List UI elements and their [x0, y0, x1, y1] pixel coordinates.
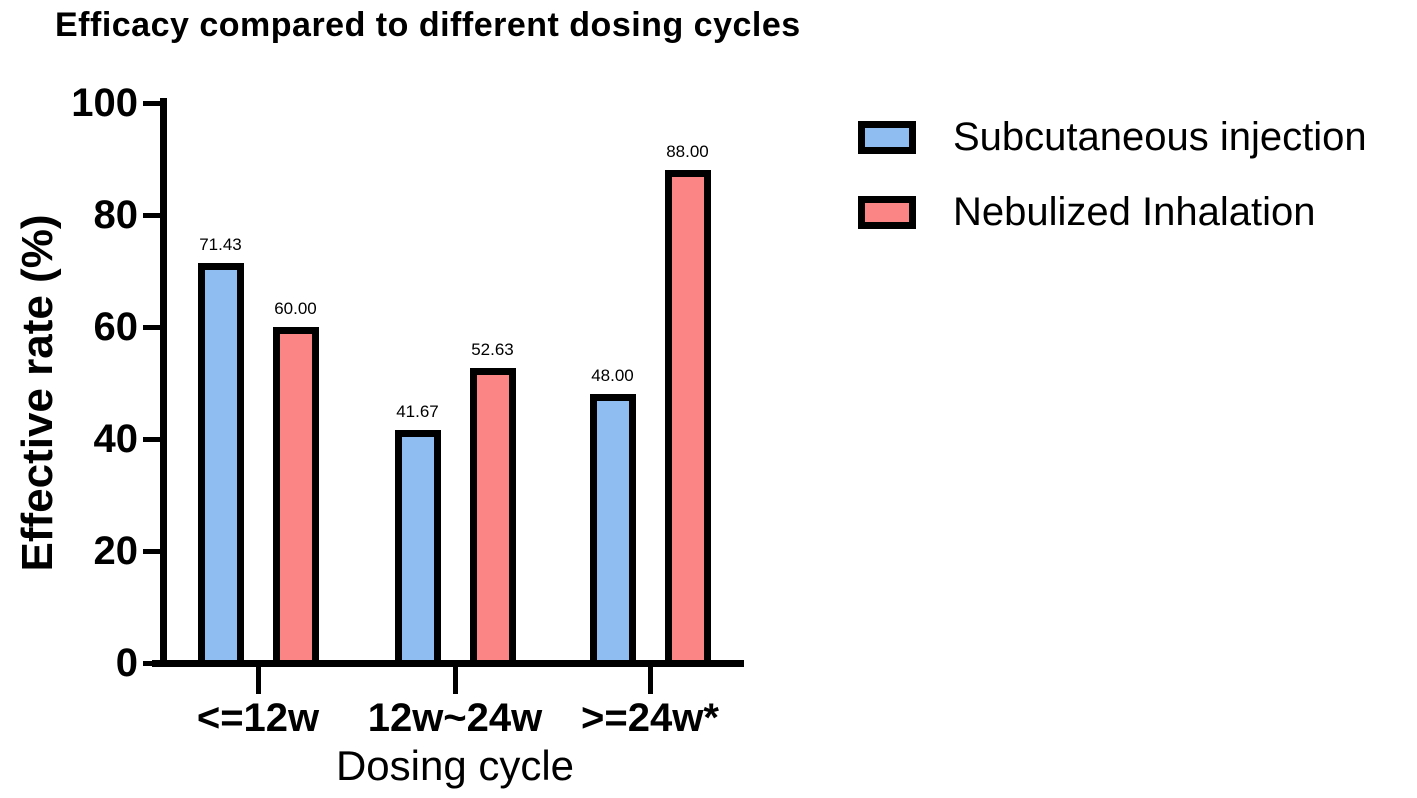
- legend-entry-subcutaneous: Subcutaneous injection: [858, 115, 1367, 159]
- y-tick-mark: [143, 212, 160, 218]
- bar-value-label: 71.43: [199, 234, 242, 254]
- y-tick-mark: [143, 436, 160, 442]
- bar-nebulized-2: [664, 170, 711, 667]
- legend: Subcutaneous injection Nebulized Inhalat…: [858, 115, 1367, 268]
- y-axis-label: Effective rate (%): [13, 214, 62, 572]
- y-axis-spine: [160, 98, 167, 667]
- x-axis-label: Dosing cycle: [335, 742, 575, 789]
- y-tick-mark: [143, 100, 160, 106]
- y-tick-label: 100: [71, 81, 138, 125]
- x-tick-label-1: 12w~24w: [367, 696, 543, 740]
- legend-swatch-red: [858, 195, 916, 229]
- legend-label-subcutaneous: Subcutaneous injection: [953, 114, 1367, 159]
- y-tick-label: 60: [93, 305, 139, 349]
- x-tick-label-2: >=24w*: [581, 696, 719, 740]
- bar-value-label: 60.00: [274, 299, 317, 318]
- y-tick-mark: [143, 548, 160, 554]
- bar-value-label: 88.00: [666, 142, 709, 162]
- y-tick-label: 20: [93, 529, 139, 573]
- bar-nebulized-1: [469, 368, 516, 667]
- y-tick-label: 80: [93, 193, 139, 237]
- x-axis-spine: [152, 660, 744, 667]
- y-tick-label: 0: [115, 641, 138, 685]
- x-tick-mark: [452, 667, 458, 694]
- bar-nebulized-0: [272, 327, 319, 667]
- x-tick-mark: [647, 667, 653, 694]
- x-tick-label-0: <=12w: [196, 696, 320, 740]
- bar-value-label: 52.63: [471, 340, 514, 360]
- y-tick-label: 40: [93, 417, 139, 461]
- y-tick-mark: [143, 660, 160, 666]
- x-tick-mark: [255, 667, 261, 694]
- legend-entry-nebulized: Nebulized Inhalation: [858, 190, 1367, 234]
- bar-value-label: 48.00: [591, 366, 634, 386]
- y-tick-mark: [143, 324, 160, 330]
- legend-label-nebulized: Nebulized Inhalation: [953, 189, 1316, 234]
- legend-swatch-blue: [858, 120, 916, 154]
- bar-value-label: 41.67: [396, 401, 439, 421]
- bar-subcutaneous-1: [394, 429, 441, 667]
- bar-subcutaneous-2: [589, 394, 636, 667]
- chart-title: Efficacy compared to different dosing cy…: [55, 6, 801, 44]
- bar-subcutaneous-0: [197, 262, 244, 667]
